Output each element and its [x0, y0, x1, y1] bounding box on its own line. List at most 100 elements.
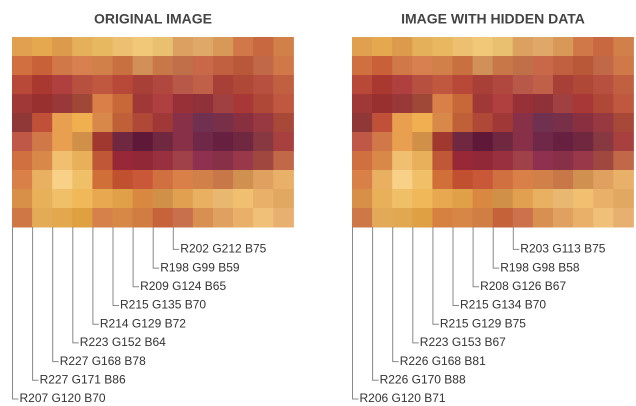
pixel — [372, 75, 393, 95]
pixel — [133, 151, 154, 171]
pixel — [113, 75, 134, 95]
pixel — [533, 37, 554, 57]
pixel — [412, 170, 433, 190]
pixel — [173, 132, 194, 152]
pixel-label: R226 G170 B88 — [380, 372, 466, 386]
pixel — [253, 75, 274, 95]
pixel — [233, 189, 254, 209]
pixel — [372, 113, 393, 133]
pixel — [52, 132, 73, 152]
pixel — [253, 113, 274, 133]
pixel — [513, 56, 534, 76]
pixel — [553, 75, 574, 95]
pixel — [233, 37, 254, 57]
pixel — [32, 37, 53, 57]
pixel — [52, 56, 73, 76]
pixel — [473, 189, 494, 209]
pixel — [553, 37, 574, 57]
pixel — [12, 37, 33, 57]
pixel — [493, 151, 514, 171]
pixel — [613, 208, 634, 228]
pixel — [573, 151, 594, 171]
pixel — [553, 208, 574, 228]
callout-line — [73, 227, 79, 343]
pixel — [273, 56, 294, 76]
pixel — [12, 208, 33, 228]
pixel — [392, 132, 413, 152]
callout-line — [53, 227, 59, 362]
pixel — [133, 208, 154, 228]
pixel — [513, 113, 534, 133]
pixel — [153, 37, 174, 57]
pixel — [213, 37, 234, 57]
pixel — [412, 94, 433, 114]
pixel — [432, 37, 453, 57]
pixel — [493, 113, 514, 133]
pixel — [92, 132, 113, 152]
pixel — [493, 37, 514, 57]
pixel — [32, 113, 53, 133]
pixel — [613, 189, 634, 209]
pixel — [233, 132, 254, 152]
pixel — [193, 208, 214, 228]
callout-line — [373, 227, 379, 380]
pixel — [453, 170, 474, 190]
callout-line — [353, 227, 359, 399]
pixel — [513, 208, 534, 228]
pixel — [493, 75, 514, 95]
pixel — [113, 151, 134, 171]
pixel — [372, 208, 393, 228]
pixel — [193, 113, 214, 133]
callout-line — [113, 227, 119, 306]
pixel — [173, 208, 194, 228]
pixel — [233, 151, 254, 171]
pixel-label: R207 G120 B70 — [20, 391, 106, 405]
panel-title: IMAGE WITH HIDDEN DATA — [401, 11, 585, 27]
pixel — [32, 75, 53, 95]
pixel — [392, 37, 413, 57]
pixel — [593, 37, 614, 57]
pixel — [453, 94, 474, 114]
pixel — [432, 113, 453, 133]
pixel — [273, 189, 294, 209]
pixel — [553, 113, 574, 133]
pixel — [32, 132, 53, 152]
panel-title: ORIGINAL IMAGE — [94, 11, 212, 27]
pixel — [593, 94, 614, 114]
pixel — [533, 170, 554, 190]
callout-line — [133, 227, 139, 287]
callout-line — [33, 227, 39, 380]
pixel — [173, 151, 194, 171]
callout-line — [93, 227, 99, 324]
pixel — [253, 170, 274, 190]
pixel — [52, 189, 73, 209]
pixel — [553, 132, 574, 152]
pixel — [92, 151, 113, 171]
pixel — [573, 170, 594, 190]
pixel — [372, 189, 393, 209]
pixel — [52, 94, 73, 114]
pixel — [553, 56, 574, 76]
pixel — [533, 208, 554, 228]
pixel — [52, 208, 73, 228]
pixel — [173, 113, 194, 133]
pixel — [593, 170, 614, 190]
pixel — [453, 37, 474, 57]
pixel — [273, 94, 294, 114]
pixel-label: R215 G129 B75 — [440, 316, 526, 330]
pixel — [372, 170, 393, 190]
pixel — [213, 132, 234, 152]
pixel — [273, 75, 294, 95]
callout-line — [433, 227, 439, 324]
pixel — [493, 132, 514, 152]
callout-line — [153, 227, 159, 268]
pixel — [473, 208, 494, 228]
pixel — [453, 113, 474, 133]
pixel — [12, 189, 33, 209]
pixel — [372, 37, 393, 57]
pixel — [52, 170, 73, 190]
pixel — [432, 151, 453, 171]
pixel — [72, 151, 93, 171]
callout-line — [513, 227, 519, 249]
pixel — [473, 75, 494, 95]
